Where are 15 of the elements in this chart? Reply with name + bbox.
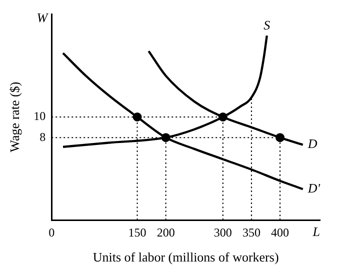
series-label: S (264, 18, 271, 33)
x-axis-title: Units of labor (millions of workers) (92, 250, 279, 265)
x-tick-label: 150 (128, 225, 146, 240)
x-tick-label: 350 (242, 225, 260, 240)
text: W (36, 10, 49, 25)
x-tick-label: 200 (156, 225, 175, 240)
x-tick-label: 300 (214, 225, 232, 240)
y-axis-title: Wage rate ($) (7, 82, 22, 152)
y-tick-label: 8 (40, 130, 46, 144)
series-label: D (306, 136, 318, 152)
x-tick-label: 0 (48, 225, 55, 240)
series-label: D' (306, 180, 320, 196)
y-tick-label: 10 (34, 109, 46, 124)
text: L (312, 224, 320, 239)
x-tick-label: 400 (271, 225, 290, 240)
